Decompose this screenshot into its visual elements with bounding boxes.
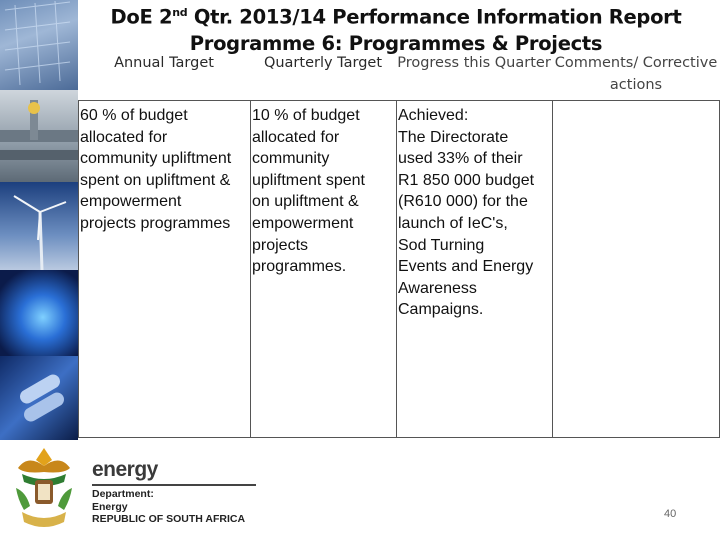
annual-target-cell: 60 % of budget allocated for community u… (80, 107, 232, 232)
progress-status-label: Achieved (398, 107, 464, 124)
comments-cell (552, 101, 720, 437)
quarterly-target-cell: 10 % of budget allocated for community u… (250, 101, 397, 437)
title-superscript: nd (172, 6, 188, 19)
gas-flame-image (0, 270, 78, 356)
progress-cell: Achieved: The Directorate used 33% of th… (396, 101, 552, 437)
country-name: REPUBLIC OF SOUTH AFRICA (92, 513, 246, 525)
column-header-annual-target: Annual Target (114, 55, 214, 71)
pipeline-image (0, 90, 78, 182)
energy-image-strip (0, 0, 78, 440)
page-title: DoE 2nd Qtr. 2013/14 Performance Informa… (96, 0, 696, 57)
footer (0, 440, 720, 540)
wind-turbine-image (0, 182, 78, 270)
energy-bulb-image (0, 356, 78, 440)
title-suffix: Qtr. 2013/14 Performance Information Rep… (187, 5, 682, 29)
column-header-quarterly-target: Quarterly Target (263, 55, 383, 71)
page-subtitle: Programme 6: Programmes & Projects (189, 31, 603, 55)
column-header-comments: Comments/ Corrective actions (554, 55, 718, 93)
performance-table: 60 % of budget allocated for community u… (78, 100, 720, 438)
footer-divider (92, 484, 256, 486)
department-name: Energy (92, 500, 128, 513)
department-label: Department: (92, 488, 154, 500)
column-header-progress: Progress this Quarter (397, 55, 551, 71)
progress-text: : The Directorate used 33% of their R1 8… (398, 107, 535, 319)
title-prefix: DoE 2 (110, 5, 173, 29)
department-block: Department: Energy REPUBLIC OF SOUTH AFR… (92, 488, 245, 526)
coat-of-arms-logo (16, 448, 72, 527)
page-number: 40 (664, 508, 677, 520)
brand-name: energy (92, 458, 158, 481)
solar-panel-image (0, 0, 78, 90)
